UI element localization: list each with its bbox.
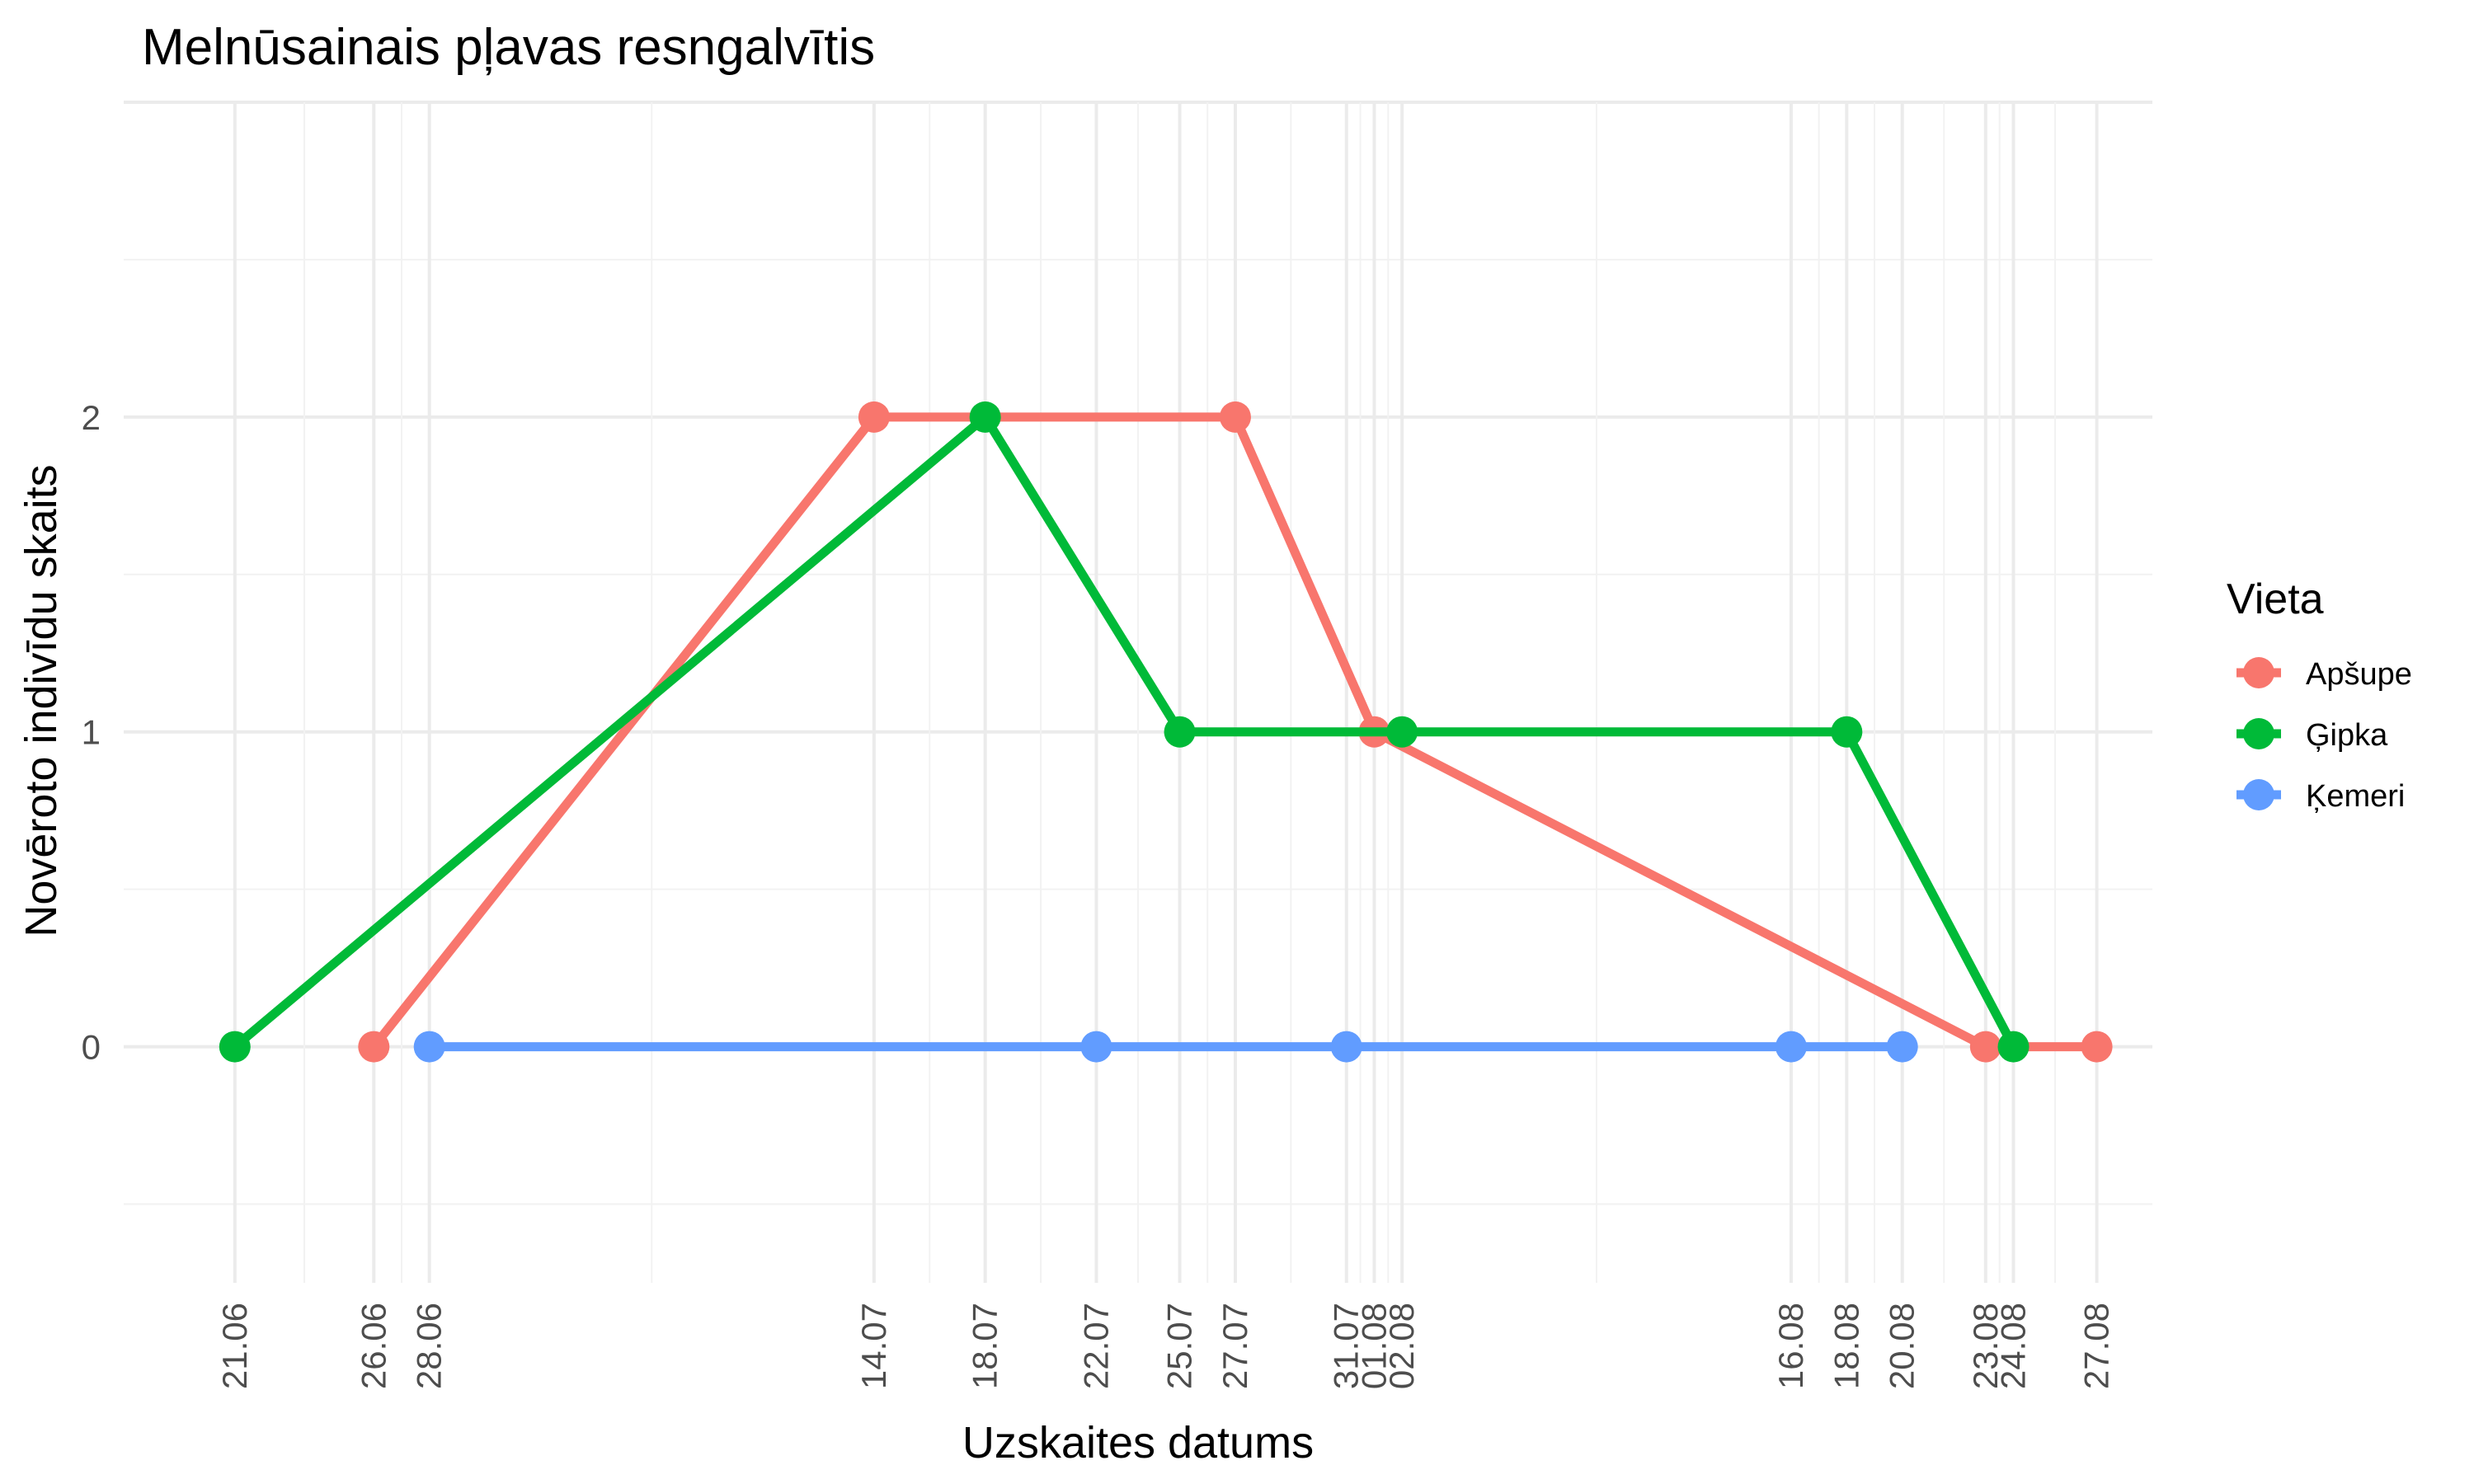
data-point: [1997, 1031, 2030, 1063]
data-point: [1886, 1031, 1918, 1063]
chart-title: Melnūsainais pļavas resngalvītis: [142, 19, 875, 76]
data-point: [858, 401, 890, 433]
data-point: [1775, 1031, 1807, 1063]
legend-item: Ķemeri: [2236, 779, 2405, 814]
y-tick-label: 2: [82, 398, 101, 437]
series-line: [230, 412, 2018, 1052]
y-axis-title: Novēroto indivīdu skaits: [16, 464, 66, 937]
data-point: [1969, 1031, 2001, 1063]
x-tick-label: 22.07: [1076, 1303, 1115, 1389]
x-tick-label: 31.07: [1327, 1303, 1366, 1389]
series: [219, 401, 2030, 1063]
x-tick-label: 26.06: [354, 1303, 393, 1389]
x-tick-label: 27.07: [1216, 1303, 1254, 1389]
data-point: [1386, 716, 1418, 748]
legend-title: Vieta: [2227, 575, 2324, 623]
legend-key-point: [2243, 779, 2274, 810]
legend-key-point: [2243, 657, 2274, 688]
y-tick-label: 1: [82, 713, 101, 752]
series: [413, 1031, 1918, 1063]
legend-item: Ģipka: [2236, 718, 2388, 753]
x-axis-title: Uzskaites datums: [962, 1418, 1314, 1468]
y-tick-label: 0: [82, 1028, 101, 1067]
x-tick-label: 23.08: [1966, 1303, 2005, 1389]
x-tick-label: 21.06: [215, 1303, 254, 1389]
x-tick-label: 28.06: [410, 1303, 449, 1389]
data-point: [969, 401, 1001, 433]
legend-label: Ķemeri: [2306, 779, 2405, 814]
data-point: [1219, 401, 1251, 433]
x-tick-label: 20.08: [1883, 1303, 1921, 1389]
data-point: [219, 1031, 251, 1063]
x-tick-label: 02.08: [1382, 1303, 1421, 1389]
series-layer: [219, 401, 2113, 1063]
legend-item: Apšupe: [2236, 657, 2412, 692]
legend: Vieta Apšupe Ģipka Ķemeri: [2227, 575, 2412, 814]
data-point: [413, 1031, 445, 1063]
x-tick-label: 25.07: [1160, 1303, 1199, 1389]
x-tick-label: 18.08: [1827, 1303, 1865, 1389]
data-point: [358, 1031, 390, 1063]
gridlines: [124, 101, 2152, 1283]
data-point: [1164, 716, 1196, 748]
legend-label: Apšupe: [2306, 657, 2412, 692]
data-point: [1330, 1031, 1362, 1063]
x-tick-label: 01.08: [1354, 1303, 1393, 1389]
x-tick-label: 18.07: [966, 1303, 1004, 1389]
legend-key-point: [2243, 718, 2274, 749]
x-tick-label: 14.07: [854, 1303, 893, 1389]
data-point: [2081, 1031, 2113, 1063]
data-point: [1080, 1031, 1112, 1063]
data-point: [1831, 716, 1863, 748]
axes: 0 1 2 21.06 26.06 28.06 14.07 18.07 22.07 25.07 27…: [82, 398, 2116, 1389]
x-tick-label: 24.08: [1994, 1303, 2033, 1389]
x-tick-label: 27.08: [2077, 1303, 2116, 1389]
x-tick-label: 16.08: [1771, 1303, 1810, 1389]
legend-label: Ģipka: [2306, 718, 2388, 753]
